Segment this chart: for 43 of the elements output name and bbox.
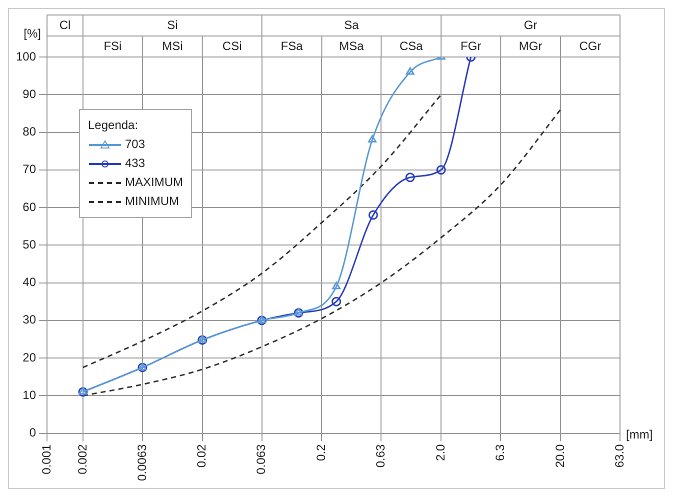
x-tick-label: 0.002 bbox=[75, 444, 90, 474]
y-tick-label: 100 bbox=[16, 49, 36, 64]
y-tick-label: 70 bbox=[22, 162, 36, 176]
text: Cl bbox=[59, 18, 71, 32]
x-tick-label: 0.001 bbox=[39, 444, 54, 474]
legend-label: 703 bbox=[124, 136, 146, 153]
x-tick-label: 2.0 bbox=[433, 444, 448, 461]
text: CSa bbox=[400, 38, 424, 53]
text: Sa bbox=[344, 18, 360, 32]
text: CSi bbox=[222, 38, 242, 53]
x-tick-label: 0.0063 bbox=[134, 444, 149, 481]
y-tick-label: 20 bbox=[22, 350, 36, 364]
x-tick-label: 0.02 bbox=[194, 444, 209, 468]
x-tick-label: 0.63 bbox=[374, 444, 388, 468]
text: Gr bbox=[524, 18, 538, 32]
y-axis-title: [%] bbox=[24, 26, 42, 40]
y-tick-label: 0 bbox=[29, 426, 36, 440]
y-tick-label: 80 bbox=[22, 124, 36, 139]
text: MGr bbox=[518, 38, 542, 53]
x-tick-label: 0.063 bbox=[254, 444, 268, 474]
x-tick-label: 63.0 bbox=[612, 444, 626, 468]
text: CGr bbox=[579, 38, 602, 53]
x-tick-label: 6.3 bbox=[492, 444, 507, 461]
text: FSi bbox=[104, 38, 122, 53]
y-tick-label: 40 bbox=[22, 275, 36, 290]
x-axis-title: [mm] bbox=[626, 428, 653, 442]
text: MSi bbox=[162, 38, 183, 53]
legend-label: 433 bbox=[124, 155, 146, 172]
y-tick-label: 30 bbox=[22, 312, 36, 327]
y-tick-label: 90 bbox=[22, 86, 36, 101]
y-tick-label: 60 bbox=[22, 200, 36, 214]
line-series bbox=[82, 94, 442, 368]
legend-label: MAXIMUM bbox=[124, 174, 183, 191]
x-tick-label: 20.0 bbox=[552, 444, 567, 468]
text: FSa bbox=[280, 38, 304, 53]
text: MSa bbox=[339, 38, 364, 53]
text: FGr bbox=[460, 38, 482, 53]
x-tick-label: 0.2 bbox=[314, 444, 328, 461]
y-tick-label: 50 bbox=[22, 237, 36, 252]
text: Si bbox=[167, 18, 178, 32]
y-tick-label: 10 bbox=[22, 388, 36, 402]
legend-label: MINIMUM bbox=[124, 193, 180, 210]
legend-title: Legenda: bbox=[88, 117, 140, 134]
